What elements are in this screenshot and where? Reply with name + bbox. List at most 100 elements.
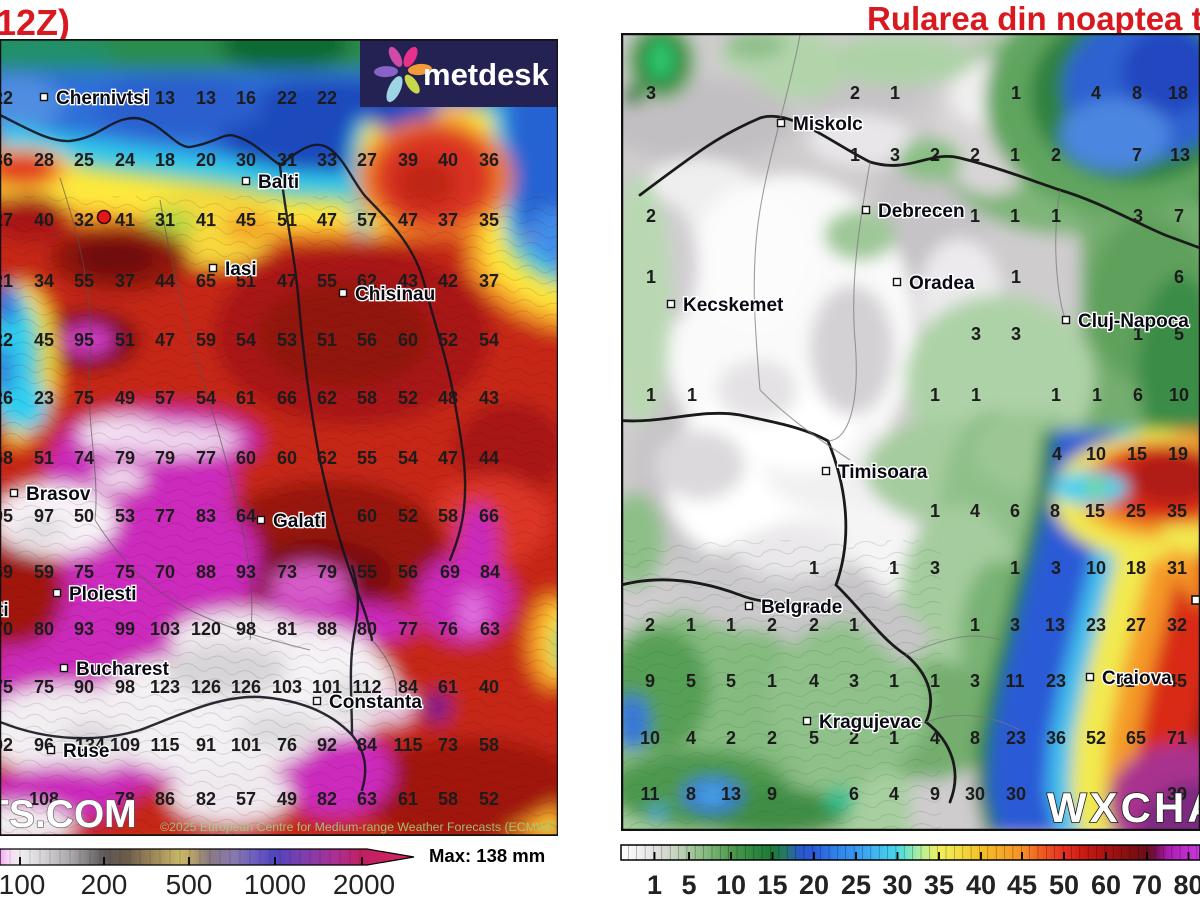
svg-text:126: 126 <box>191 677 221 697</box>
svg-text:33: 33 <box>317 150 337 170</box>
svg-text:27: 27 <box>357 150 377 170</box>
svg-text:2: 2 <box>970 145 980 165</box>
svg-text:32: 32 <box>1115 671 1135 691</box>
svg-text:1: 1 <box>850 145 860 165</box>
svg-text:8: 8 <box>1050 501 1060 521</box>
svg-text:3: 3 <box>930 558 940 578</box>
svg-text:100: 100 <box>0 869 45 900</box>
svg-text:55: 55 <box>74 271 94 291</box>
svg-text:54: 54 <box>236 330 256 350</box>
svg-text:Craiova: Craiova <box>1102 668 1172 689</box>
svg-text:65: 65 <box>1126 728 1146 748</box>
svg-text:43: 43 <box>479 388 499 408</box>
svg-text:1: 1 <box>686 615 696 635</box>
svg-text:1: 1 <box>849 615 859 635</box>
svg-text:1: 1 <box>809 558 819 578</box>
svg-text:18: 18 <box>155 150 175 170</box>
svg-text:1: 1 <box>889 728 899 748</box>
svg-text:35: 35 <box>1167 501 1187 521</box>
svg-text:23: 23 <box>1086 615 1106 635</box>
svg-text:64: 64 <box>236 506 256 526</box>
svg-text:75: 75 <box>74 388 94 408</box>
svg-text:77: 77 <box>398 619 418 639</box>
svg-text:84: 84 <box>398 677 418 697</box>
svg-text:Max: 138 mm: Max: 138 mm <box>429 845 545 866</box>
svg-text:WXCHARTS: WXCHARTS <box>1047 784 1200 831</box>
svg-text:98: 98 <box>236 619 256 639</box>
svg-text:1000: 1000 <box>244 869 306 900</box>
svg-text:101: 101 <box>231 735 261 755</box>
svg-text:3: 3 <box>849 671 859 691</box>
svg-text:51: 51 <box>236 271 256 291</box>
svg-text:55: 55 <box>317 271 337 291</box>
svg-text:1: 1 <box>1011 267 1021 287</box>
svg-text:59: 59 <box>196 330 216 350</box>
svg-text:2: 2 <box>767 728 777 748</box>
svg-text:36: 36 <box>0 150 13 170</box>
svg-text:1: 1 <box>646 385 656 405</box>
svg-text:3: 3 <box>1010 615 1020 635</box>
svg-text:Galati: Galati <box>273 511 326 532</box>
svg-text:27: 27 <box>0 210 13 230</box>
svg-text:82: 82 <box>317 789 337 809</box>
svg-text:75: 75 <box>74 562 94 582</box>
svg-text:70: 70 <box>1132 870 1162 900</box>
svg-text:54: 54 <box>479 330 499 350</box>
svg-text:103: 103 <box>272 677 302 697</box>
svg-text:58: 58 <box>438 789 458 809</box>
svg-text:51: 51 <box>277 210 297 230</box>
svg-text:3: 3 <box>1011 324 1021 344</box>
svg-text:Kragujevac: Kragujevac <box>819 712 922 733</box>
svg-text:49: 49 <box>277 789 297 809</box>
svg-text:63: 63 <box>480 619 500 639</box>
svg-text:69: 69 <box>440 562 460 582</box>
svg-text:50: 50 <box>74 506 94 526</box>
svg-text:54: 54 <box>398 448 418 468</box>
svg-text:65: 65 <box>196 271 216 291</box>
svg-text:Brasov: Brasov <box>26 484 91 505</box>
svg-text:25: 25 <box>74 150 94 170</box>
svg-text:2000: 2000 <box>333 869 395 900</box>
svg-text:1: 1 <box>1010 558 1020 578</box>
svg-text:88: 88 <box>317 619 337 639</box>
svg-text:45: 45 <box>1167 671 1187 691</box>
svg-text:1: 1 <box>767 671 777 691</box>
svg-text:02: 02 <box>0 735 13 755</box>
svg-text:35: 35 <box>924 870 954 900</box>
svg-text:37: 37 <box>479 271 499 291</box>
svg-text:60: 60 <box>1091 870 1121 900</box>
svg-text:51: 51 <box>115 330 135 350</box>
svg-text:47: 47 <box>155 330 175 350</box>
svg-text:28: 28 <box>34 150 54 170</box>
svg-text:92: 92 <box>317 735 337 755</box>
svg-text:3: 3 <box>890 145 900 165</box>
svg-text:43: 43 <box>398 271 418 291</box>
svg-text:3: 3 <box>1133 206 1143 226</box>
svg-text:34: 34 <box>34 271 54 291</box>
svg-text:15: 15 <box>757 870 787 900</box>
svg-text:60: 60 <box>357 506 377 526</box>
svg-text:52: 52 <box>479 789 499 809</box>
svg-text:2: 2 <box>726 728 736 748</box>
svg-text:2: 2 <box>849 728 859 748</box>
svg-text:56: 56 <box>398 562 418 582</box>
svg-text:1: 1 <box>890 83 900 103</box>
svg-text:15: 15 <box>1085 501 1105 521</box>
svg-text:103: 103 <box>150 619 180 639</box>
svg-text:13: 13 <box>196 88 216 108</box>
svg-text:39: 39 <box>398 150 418 170</box>
svg-text:Bucharest: Bucharest <box>76 659 170 680</box>
svg-text:4: 4 <box>930 728 940 748</box>
svg-text:74: 74 <box>74 448 94 468</box>
svg-text:78: 78 <box>115 789 135 809</box>
svg-text:80: 80 <box>34 619 54 639</box>
svg-text:30: 30 <box>236 150 256 170</box>
svg-text:42: 42 <box>438 271 458 291</box>
svg-text:4: 4 <box>686 728 696 748</box>
svg-text:4: 4 <box>809 671 819 691</box>
svg-text:75: 75 <box>0 677 13 697</box>
svg-text:62: 62 <box>357 271 377 291</box>
svg-text:39: 39 <box>1167 784 1187 804</box>
svg-text:18: 18 <box>1126 558 1146 578</box>
svg-text:57: 57 <box>155 388 175 408</box>
